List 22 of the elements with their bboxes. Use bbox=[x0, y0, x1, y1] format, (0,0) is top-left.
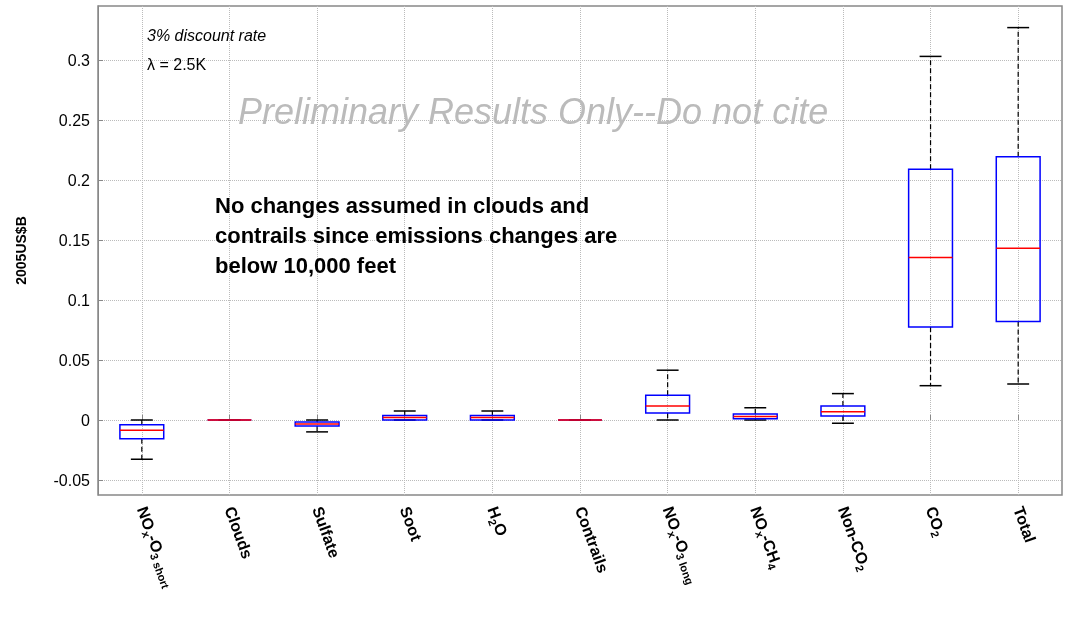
x-tick-label: NOx-O3 short bbox=[133, 504, 172, 591]
annotation: Preliminary Results Only--Do not cite bbox=[238, 90, 829, 132]
y-axis-title: 2005US$B bbox=[13, 216, 29, 285]
y-tick-label: 0.1 bbox=[67, 291, 91, 309]
y-tick-label: 0.15 bbox=[58, 231, 91, 249]
annotation: No changes assumed in clouds and contrails since emissions changes are below 10,000 feet bbox=[215, 192, 624, 278]
x-tick-label: NOx-O3 long bbox=[659, 504, 697, 587]
annotation: λ = 2.5K bbox=[147, 55, 207, 73]
x-tick-label: Soot bbox=[396, 504, 426, 544]
y-tick-label: -0.05 bbox=[53, 471, 91, 489]
y-tick-label: 0.3 bbox=[67, 51, 91, 69]
x-tick-label: CO2 bbox=[922, 504, 947, 540]
x-tick-label: H2O bbox=[484, 504, 511, 539]
y-tick-label: 0.2 bbox=[67, 171, 91, 189]
x-tick-label: Sulfate bbox=[309, 504, 344, 561]
y-tick-label: 0.05 bbox=[58, 351, 91, 369]
x-tick-label: Clouds bbox=[221, 504, 257, 561]
x-tick-label: NOx-CH4 bbox=[747, 504, 784, 573]
x-tick-label: Total bbox=[1010, 504, 1039, 545]
y-tick-label: 0 bbox=[81, 411, 91, 429]
annotation: 3% discount rate bbox=[147, 26, 267, 44]
y-tick-label: 0.25 bbox=[58, 111, 91, 129]
